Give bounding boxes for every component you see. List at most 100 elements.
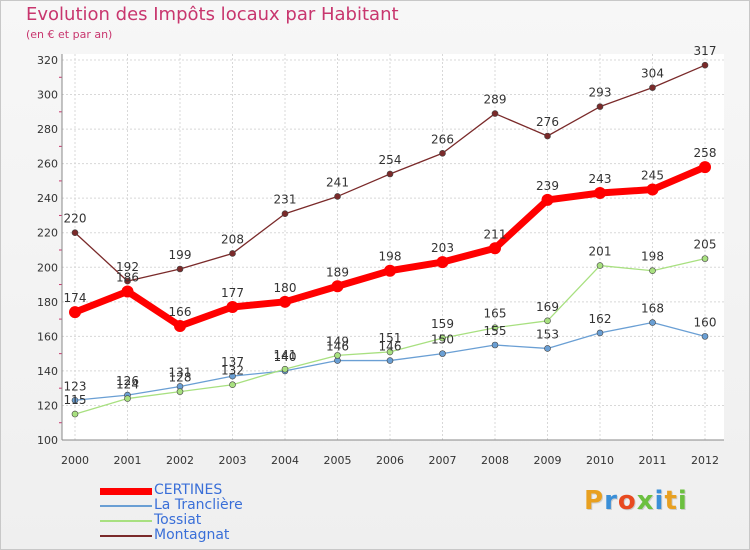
data-label-montagnat: 304	[641, 67, 664, 81]
data-label-montagnat: 289	[484, 93, 507, 107]
data-label-montagnat: 208	[221, 232, 244, 246]
x-tick-label: 2011	[639, 454, 667, 467]
data-point-montagnat	[544, 132, 551, 140]
data-point-certines	[69, 306, 81, 319]
x-tick-label: 2006	[376, 454, 404, 467]
logo-letter: i	[677, 486, 688, 516]
x-tick-label: 2009	[534, 454, 562, 467]
data-point-certines	[174, 320, 186, 332]
x-tick-label: 2012	[691, 454, 719, 467]
legend-swatch-la-tranclière	[100, 505, 152, 507]
data-label-la-tranclière: 126	[116, 374, 139, 388]
data-point-montagnat	[229, 250, 236, 257]
data-point-montagnat	[176, 265, 184, 273]
data-label-certines: 174	[64, 291, 87, 305]
y-tick-label: 180	[37, 296, 58, 309]
logo-letter: i	[654, 486, 665, 516]
data-label-certines: 203	[431, 241, 454, 255]
data-point-tossiat	[386, 348, 394, 356]
y-tick-label: 300	[37, 89, 58, 102]
data-point-certines	[331, 280, 344, 293]
y-tick-label: 260	[37, 158, 58, 171]
data-label-certines: 198	[379, 250, 402, 264]
data-label-la-tranclière: 160	[694, 315, 717, 329]
plot-area	[62, 54, 724, 440]
chart-title: Evolution des Impôts locaux par Habitant	[26, 4, 399, 25]
data-label-la-tranclière: 137	[221, 355, 244, 369]
data-label-la-tranclière: 146	[379, 340, 402, 354]
data-label-la-tranclière: 155	[484, 324, 507, 338]
data-label-montagnat: 276	[536, 115, 559, 129]
data-point-tossiat	[701, 255, 709, 262]
y-tick-label: 220	[37, 227, 58, 240]
x-tick-label: 2004	[271, 454, 299, 467]
data-label-montagnat: 231	[274, 193, 297, 207]
data-label-montagnat: 241	[326, 175, 349, 189]
data-label-tossiat: 128	[169, 371, 192, 385]
data-label-certines: 186	[116, 270, 139, 284]
data-point-certines	[226, 301, 239, 313]
x-tick-label: 2008	[481, 454, 509, 467]
data-label-montagnat: 192	[116, 260, 139, 274]
x-tick-label: 2005	[324, 454, 352, 467]
y-tick-label: 200	[37, 261, 58, 274]
data-point-montagnat	[439, 149, 446, 157]
data-label-la-tranclière: 123	[64, 379, 87, 393]
data-label-la-tranclière: 168	[641, 302, 664, 316]
data-label-tossiat: 159	[431, 317, 454, 331]
x-tick-label: 2010	[586, 454, 614, 467]
legend-swatch-tossiat	[100, 520, 152, 522]
data-label-montagnat: 254	[379, 153, 402, 167]
data-point-la-tranclière	[596, 329, 604, 337]
data-point-certines	[121, 285, 134, 298]
data-point-la-tranclière	[386, 357, 394, 364]
data-label-certines: 239	[536, 179, 559, 193]
data-point-la-tranclière	[491, 341, 499, 349]
data-point-certines	[541, 193, 554, 206]
data-point-montagnat	[71, 229, 79, 237]
data-point-certines	[384, 264, 396, 277]
x-tick-label: 2002	[166, 454, 194, 467]
data-label-certines: 166	[169, 305, 192, 319]
logo-letter: t	[664, 486, 678, 516]
y-tick-label: 320	[37, 54, 58, 67]
data-point-montagnat	[386, 170, 394, 178]
logo-letter: o	[617, 486, 637, 516]
data-point-la-tranclière	[71, 396, 79, 404]
data-label-certines: 245	[641, 169, 664, 183]
data-label-montagnat: 266	[431, 132, 454, 146]
chart-subtitle: (en € et par an)	[26, 28, 113, 41]
data-point-certines	[699, 161, 711, 174]
data-label-certines: 189	[326, 265, 349, 279]
logo-letter: P	[584, 486, 605, 516]
data-label-tossiat: 205	[694, 238, 717, 252]
data-label-tossiat: 165	[484, 307, 507, 321]
logo-letter: x	[636, 486, 655, 516]
data-label-tossiat: 132	[221, 364, 244, 378]
data-point-montagnat	[491, 110, 499, 117]
data-point-la-tranclière	[439, 350, 446, 357]
data-label-certines: 211	[484, 227, 507, 241]
data-point-certines	[594, 187, 606, 199]
data-label-la-tranclière: 131	[169, 365, 192, 379]
data-label-montagnat: 317	[694, 44, 717, 58]
data-point-montagnat	[701, 61, 709, 69]
data-label-tossiat: 198	[641, 250, 664, 264]
y-tick-label: 240	[37, 192, 58, 205]
y-tick-label: 120	[37, 399, 58, 412]
data-label-la-tranclière: 146	[326, 340, 349, 354]
data-label-la-tranclière: 140	[274, 350, 297, 364]
x-tick-label: 2001	[114, 454, 142, 467]
logo-letter: r	[604, 486, 618, 516]
data-point-tossiat	[596, 262, 604, 269]
data-point-tossiat	[439, 334, 446, 342]
data-label-la-tranclière: 162	[589, 312, 612, 326]
data-label-certines: 243	[589, 172, 612, 186]
data-point-tossiat	[281, 365, 289, 373]
legend-label-certines: CERTINES	[154, 482, 223, 498]
data-point-tossiat	[71, 410, 79, 418]
legend-label-tossiat: Tossiat	[154, 512, 202, 528]
data-label-tossiat: 124	[116, 378, 139, 392]
data-label-tossiat: 115	[64, 393, 87, 407]
